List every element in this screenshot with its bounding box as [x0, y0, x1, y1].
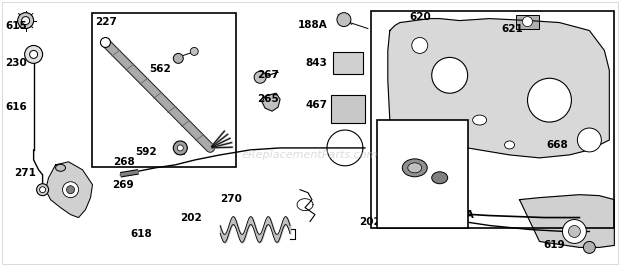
- Circle shape: [17, 13, 33, 28]
- Circle shape: [22, 16, 30, 24]
- Ellipse shape: [408, 163, 422, 173]
- Text: eReplacementParts.com: eReplacementParts.com: [242, 150, 378, 160]
- Circle shape: [40, 187, 46, 193]
- Text: 619: 619: [544, 240, 565, 251]
- Circle shape: [30, 51, 38, 59]
- Text: 271: 271: [14, 168, 36, 178]
- Circle shape: [562, 219, 587, 243]
- Circle shape: [337, 13, 351, 27]
- Bar: [92, 13, 236, 167]
- Text: 843: 843: [305, 59, 327, 68]
- Circle shape: [63, 182, 79, 198]
- Text: 618: 618: [131, 228, 153, 239]
- Text: 616: 616: [5, 102, 27, 111]
- Text: 98A: 98A: [380, 125, 402, 135]
- Circle shape: [528, 78, 572, 122]
- Circle shape: [412, 38, 428, 53]
- Text: 467: 467: [305, 101, 327, 110]
- Bar: [331, 95, 365, 123]
- Circle shape: [37, 184, 48, 196]
- Circle shape: [254, 71, 266, 83]
- Circle shape: [100, 38, 110, 47]
- Polygon shape: [262, 93, 280, 111]
- Circle shape: [174, 141, 187, 155]
- Text: 202: 202: [180, 213, 202, 223]
- Text: 268: 268: [113, 157, 135, 167]
- Circle shape: [174, 53, 184, 63]
- Circle shape: [569, 226, 580, 238]
- Bar: [377, 120, 467, 228]
- Text: 227: 227: [95, 17, 117, 27]
- Text: 562: 562: [149, 64, 171, 74]
- Text: 270: 270: [220, 194, 242, 204]
- Circle shape: [523, 16, 533, 27]
- Text: 188A: 188A: [298, 20, 327, 30]
- Text: 265: 265: [257, 94, 279, 103]
- Polygon shape: [520, 195, 614, 247]
- Circle shape: [25, 45, 43, 63]
- Text: 615: 615: [5, 21, 27, 31]
- Text: 592: 592: [136, 147, 157, 156]
- Text: 668: 668: [546, 140, 568, 150]
- Circle shape: [190, 47, 198, 55]
- Text: 621: 621: [502, 24, 523, 34]
- Circle shape: [583, 242, 595, 253]
- Text: 620A: 620A: [445, 210, 474, 220]
- Polygon shape: [388, 19, 609, 158]
- Bar: [333, 52, 363, 74]
- Circle shape: [66, 186, 74, 194]
- Circle shape: [577, 128, 601, 152]
- Polygon shape: [46, 162, 92, 218]
- Text: 269: 269: [112, 180, 134, 190]
- Ellipse shape: [432, 172, 448, 184]
- Circle shape: [432, 57, 467, 93]
- Bar: [516, 15, 539, 28]
- Bar: [371, 11, 614, 228]
- Text: 230: 230: [5, 58, 27, 68]
- Text: 267: 267: [257, 70, 279, 80]
- Text: 620: 620: [409, 12, 431, 22]
- Ellipse shape: [56, 164, 66, 171]
- Circle shape: [177, 145, 184, 151]
- Text: 202: 202: [360, 217, 381, 227]
- Ellipse shape: [472, 115, 487, 125]
- Ellipse shape: [402, 159, 427, 177]
- Ellipse shape: [505, 141, 515, 149]
